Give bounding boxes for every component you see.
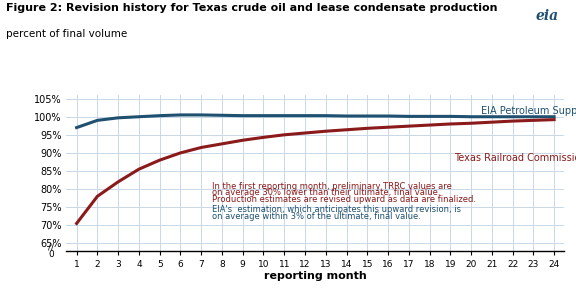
Text: on average within 3% of the ultimate, final value.: on average within 3% of the ultimate, fi… [211, 212, 420, 221]
Text: EIA Petroleum Supply Monthly: EIA Petroleum Supply Monthly [482, 106, 576, 116]
Text: EIA's  estimation, which anticipates this upward revision, is: EIA's estimation, which anticipates this… [211, 205, 461, 214]
X-axis label: reporting month: reporting month [264, 271, 367, 281]
Text: percent of final volume: percent of final volume [6, 29, 127, 39]
Text: Figure 2: Revision history for Texas crude oil and lease condensate production: Figure 2: Revision history for Texas cru… [6, 3, 497, 13]
Text: Texas Railroad Commission: Texas Railroad Commission [454, 153, 576, 163]
Text: In the first reporting month, preliminary TRRC values are: In the first reporting month, preliminar… [211, 182, 452, 191]
Text: //: // [48, 242, 54, 251]
Text: 0: 0 [48, 250, 54, 259]
Text: Production estimates are revised upward as data are finalized.: Production estimates are revised upward … [211, 195, 476, 204]
Text: eia: eia [536, 9, 559, 23]
Text: on average 30% lower than their ultimate, final value.: on average 30% lower than their ultimate… [211, 188, 440, 197]
